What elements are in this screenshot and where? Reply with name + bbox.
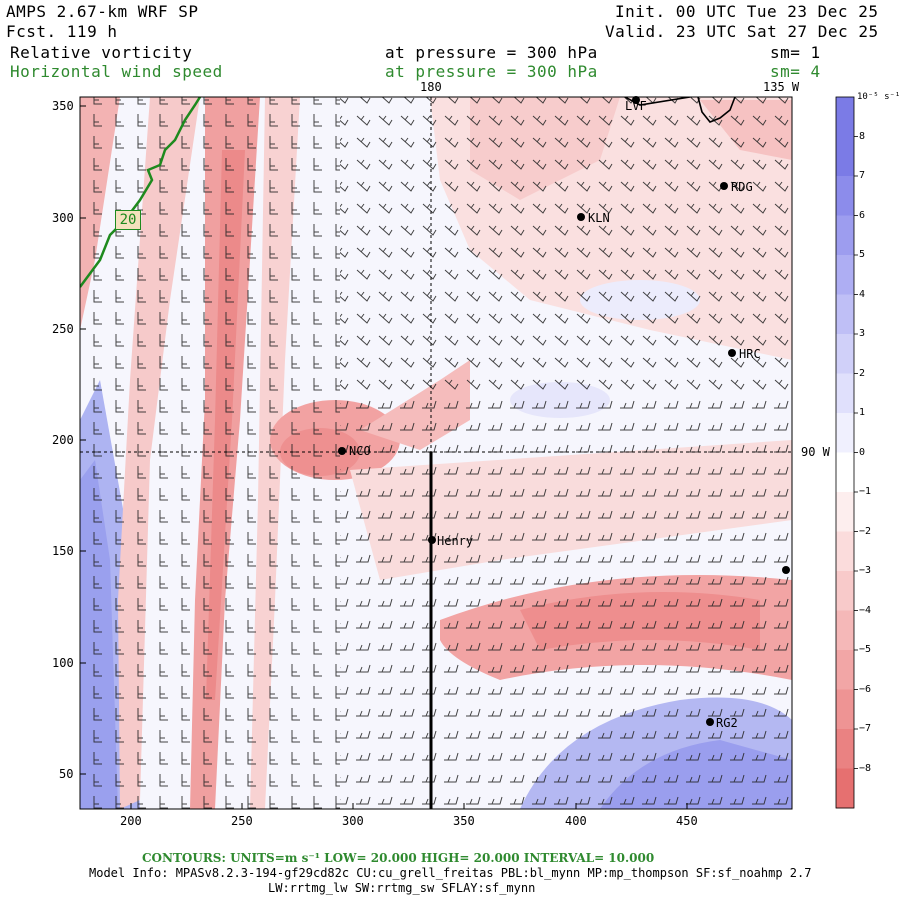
plot-frame	[79, 96, 793, 810]
colorbar-swatch	[836, 334, 854, 374]
field2-smoothing: sm= 4	[770, 62, 821, 81]
y-tick-250: 250	[52, 322, 74, 336]
field1-smoothing: sm= 1	[770, 43, 821, 62]
station-henry-marker	[428, 536, 436, 544]
colorbar-label: 7	[859, 170, 866, 181]
x-tick-200: 200	[120, 814, 142, 828]
x-tick-250: 250	[231, 814, 253, 828]
axis-ticks	[80, 105, 688, 809]
vorticity-field	[80, 97, 792, 809]
colorbar-unit: 10⁻⁵ s⁻¹	[857, 92, 900, 102]
station-lvf-marker	[632, 96, 640, 104]
coastline	[624, 97, 736, 123]
model-info: Model Info: MPASv8.2.3-194-gf29cd82c CU:…	[89, 866, 812, 880]
colorbar-swatch	[836, 650, 854, 690]
station-henry-label: Henry	[437, 534, 474, 548]
station-kln-label: KLN	[588, 211, 610, 225]
colorbar-label: −7	[859, 723, 872, 734]
x-tick-450: 450	[676, 814, 698, 828]
station-rg2-label: RG2	[716, 716, 738, 730]
colorbar-swatch	[836, 492, 854, 532]
field2-level: at pressure = 300 hPa	[385, 62, 598, 81]
contour-info: CONTOURS: UNITS=m s⁻¹ LOW= 20.000 HIGH= …	[142, 851, 655, 865]
colorbar-label: −5	[859, 644, 872, 655]
colorbar-label: −6	[859, 683, 872, 695]
meridian-90w-label: 90 W	[801, 445, 830, 459]
colorbar-swatch	[836, 294, 854, 335]
colorbar-label: 8	[859, 130, 866, 142]
y-tick-150: 150	[52, 544, 74, 558]
colorbar-label: −2	[859, 525, 872, 537]
colorbar-swatch	[836, 373, 854, 414]
x-tick-350: 350	[453, 814, 475, 828]
y-tick-350: 350	[52, 99, 74, 113]
colorbar-label: 3	[859, 328, 866, 339]
station-rdg-marker	[720, 182, 728, 190]
field2-name: Horizontal wind speed	[10, 62, 223, 81]
forecast-hour: Fcst. 119 h	[6, 22, 118, 41]
valid-time: Valid. 23 UTC Sat 27 Dec 25	[605, 22, 879, 41]
wind-contour-line	[80, 97, 202, 288]
colorbar-swatch	[836, 255, 854, 295]
station-rg2-marker	[706, 718, 714, 726]
physics-info: LW:rrtmg_lw SW:rrtmg_sw SFLAY:sf_mynn	[268, 881, 536, 895]
colorbar-swatch	[836, 768, 854, 809]
x-tick-300: 300	[342, 814, 364, 828]
y-tick-50: 50	[59, 767, 74, 781]
colorbar-label: −1	[859, 486, 872, 497]
colorbar-label: −8	[859, 762, 872, 774]
colorbar-swatch	[836, 97, 854, 137]
init-time: Init. 00 UTC Tue 23 Dec 25	[615, 2, 879, 21]
colorbar-swatch	[836, 531, 854, 572]
colorbar-label: 0	[859, 446, 866, 458]
station-edge-marker	[782, 566, 790, 574]
colorbar-swatch	[836, 452, 854, 493]
colorbar-swatch	[836, 176, 854, 216]
station-nco-marker	[338, 447, 346, 455]
colorbar-label: 4	[859, 288, 866, 300]
station-hrc-label: HRC	[739, 347, 761, 361]
field1-name: Relative vorticity	[10, 43, 193, 62]
colorbar-label: 6	[859, 209, 866, 221]
meridian-180-label: 180	[420, 80, 442, 94]
colorbar-swatch	[836, 215, 854, 256]
y-tick-100: 100	[52, 656, 74, 670]
colorbar-swatch	[836, 571, 854, 611]
contour-label: 20	[115, 210, 141, 230]
colorbar-label: −3	[859, 565, 872, 576]
colorbar-label: 2	[859, 367, 866, 379]
colorbar-frame	[835, 96, 855, 809]
colorbar-label: 1	[859, 407, 866, 418]
colorbar-swatch	[836, 610, 854, 651]
station-kln-marker	[577, 213, 585, 221]
model-title: AMPS 2.67-km WRF SP	[6, 2, 199, 21]
meridian-135w-label: 135 W	[763, 80, 800, 94]
colorbar-label: −4	[859, 604, 872, 616]
x-tick-400: 400	[565, 814, 587, 828]
station-markers	[338, 96, 790, 726]
colorbar-label: 5	[859, 249, 866, 260]
colorbar-swatch	[836, 689, 854, 730]
colorbar-swatch	[836, 413, 854, 453]
station-lvf-label: LVF	[625, 99, 647, 113]
colorbar-swatch	[836, 729, 854, 769]
colorbar	[836, 97, 858, 809]
station-hrc-marker	[728, 349, 736, 357]
y-tick-200: 200	[52, 433, 74, 447]
field1-level: at pressure = 300 hPa	[385, 43, 598, 62]
station-rdg-label: RDG	[731, 180, 753, 194]
station-nco-label: NCO	[349, 444, 371, 458]
y-tick-300: 300	[52, 211, 74, 225]
colorbar-swatch	[836, 136, 854, 177]
